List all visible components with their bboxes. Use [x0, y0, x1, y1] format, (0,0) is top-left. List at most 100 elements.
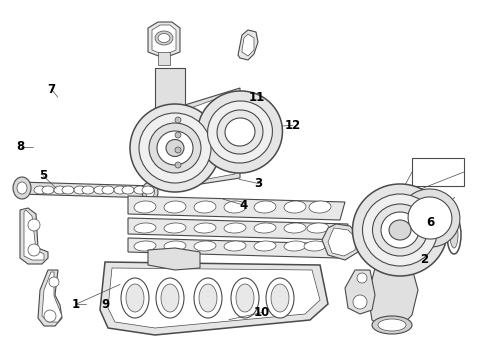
Circle shape [353, 295, 367, 309]
Polygon shape [18, 182, 155, 198]
Ellipse shape [194, 241, 216, 251]
Ellipse shape [378, 319, 406, 331]
Circle shape [175, 132, 181, 138]
Ellipse shape [34, 186, 46, 194]
Circle shape [175, 162, 181, 168]
Text: 8: 8 [17, 140, 24, 153]
Ellipse shape [121, 278, 149, 318]
Ellipse shape [114, 186, 126, 194]
Ellipse shape [139, 113, 211, 183]
Ellipse shape [254, 201, 276, 213]
Polygon shape [100, 262, 328, 335]
Polygon shape [368, 268, 418, 330]
Text: 7: 7 [48, 83, 55, 96]
Ellipse shape [164, 201, 186, 213]
Ellipse shape [231, 278, 259, 318]
Ellipse shape [134, 201, 156, 213]
Ellipse shape [254, 241, 276, 251]
Ellipse shape [224, 223, 246, 233]
Ellipse shape [158, 33, 170, 42]
Ellipse shape [194, 278, 222, 318]
Polygon shape [128, 218, 348, 240]
Ellipse shape [284, 201, 306, 213]
Circle shape [357, 273, 367, 283]
Circle shape [28, 244, 40, 256]
Ellipse shape [157, 131, 193, 165]
Polygon shape [148, 248, 200, 270]
Ellipse shape [372, 316, 412, 334]
Ellipse shape [146, 186, 154, 198]
Ellipse shape [130, 104, 220, 192]
Ellipse shape [17, 182, 27, 194]
Ellipse shape [224, 201, 246, 213]
Ellipse shape [389, 220, 411, 240]
Ellipse shape [54, 186, 66, 194]
Circle shape [49, 277, 59, 287]
Ellipse shape [236, 284, 254, 312]
Circle shape [28, 219, 40, 231]
Ellipse shape [94, 186, 106, 194]
Polygon shape [24, 210, 44, 260]
Ellipse shape [142, 186, 154, 194]
Ellipse shape [197, 91, 282, 173]
Ellipse shape [208, 101, 272, 163]
Ellipse shape [307, 223, 329, 233]
Text: 1: 1 [72, 298, 80, 311]
Ellipse shape [217, 110, 263, 154]
Ellipse shape [161, 284, 179, 312]
Ellipse shape [149, 123, 201, 173]
Ellipse shape [164, 223, 186, 233]
Text: 4: 4 [240, 199, 248, 212]
Polygon shape [242, 34, 254, 56]
Ellipse shape [363, 194, 438, 266]
Ellipse shape [134, 241, 156, 251]
Polygon shape [345, 270, 375, 314]
Bar [412, 158, 464, 186]
Polygon shape [128, 238, 342, 258]
Circle shape [175, 117, 181, 123]
Ellipse shape [164, 241, 186, 251]
Ellipse shape [134, 186, 146, 194]
Ellipse shape [42, 186, 54, 194]
Ellipse shape [102, 186, 114, 194]
Ellipse shape [309, 201, 331, 213]
Ellipse shape [381, 212, 419, 248]
Polygon shape [38, 270, 62, 326]
Polygon shape [148, 22, 180, 58]
Ellipse shape [126, 284, 144, 312]
Polygon shape [180, 92, 235, 184]
Ellipse shape [225, 118, 255, 146]
Ellipse shape [372, 204, 427, 256]
Polygon shape [238, 30, 258, 60]
Polygon shape [108, 268, 320, 328]
Ellipse shape [450, 222, 458, 248]
Polygon shape [328, 228, 356, 256]
Text: 5: 5 [39, 169, 47, 182]
Polygon shape [128, 196, 345, 220]
Ellipse shape [82, 186, 94, 194]
Ellipse shape [62, 186, 74, 194]
Polygon shape [322, 224, 360, 260]
Polygon shape [42, 272, 62, 322]
Ellipse shape [194, 201, 216, 213]
Ellipse shape [134, 223, 156, 233]
Polygon shape [155, 68, 185, 110]
Polygon shape [152, 25, 176, 55]
Text: 12: 12 [285, 119, 301, 132]
Ellipse shape [142, 182, 158, 202]
Text: 11: 11 [249, 91, 266, 104]
Ellipse shape [304, 241, 326, 251]
Text: 10: 10 [254, 306, 270, 319]
Ellipse shape [194, 223, 216, 233]
Ellipse shape [199, 284, 217, 312]
Ellipse shape [284, 223, 306, 233]
Polygon shape [20, 208, 48, 264]
Ellipse shape [122, 186, 134, 194]
Ellipse shape [166, 140, 184, 157]
Ellipse shape [254, 223, 276, 233]
Polygon shape [158, 52, 170, 65]
Ellipse shape [284, 241, 306, 251]
Ellipse shape [13, 177, 31, 199]
Ellipse shape [447, 216, 461, 254]
Circle shape [175, 147, 181, 153]
